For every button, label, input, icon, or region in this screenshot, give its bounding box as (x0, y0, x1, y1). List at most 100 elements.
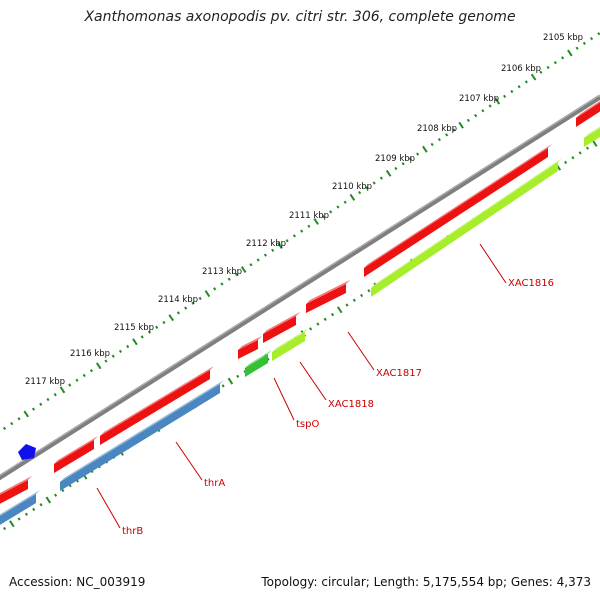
gene-XAC1816[interactable] (364, 144, 552, 277)
tick-label: 2114 kbp (158, 295, 198, 305)
scale-tick (104, 359, 108, 363)
accession-text: Accession: NC_003919 (9, 575, 146, 589)
scale-tick (503, 94, 507, 98)
scale-tick (3, 526, 7, 531)
scale-tick (54, 493, 58, 497)
scale-tick (292, 234, 296, 238)
leader-line (299, 361, 327, 401)
scale-tick (59, 386, 66, 394)
scale-tick (263, 253, 267, 257)
scale-tick (236, 374, 240, 378)
scale-tick (349, 193, 356, 201)
scale-tick (162, 320, 166, 325)
gene-label[interactable]: XAC1817 (376, 368, 422, 379)
cds-thrA[interactable] (60, 380, 224, 491)
scale-tick (530, 73, 537, 81)
scale-tick (227, 377, 234, 385)
scale-ring (2, 32, 600, 431)
cds-right-edge[interactable] (584, 118, 600, 147)
scale-tick (590, 36, 594, 41)
scale-tick (313, 217, 319, 225)
scale-tick (329, 210, 333, 214)
scale-tick (585, 146, 590, 150)
gene-label[interactable]: thrA (204, 478, 225, 489)
scale-tick (360, 293, 364, 298)
gene-thrB[interactable] (54, 436, 98, 473)
gene-label[interactable]: XAC1816 (508, 278, 554, 289)
scale-tick (343, 200, 347, 204)
scale-tick (488, 104, 492, 108)
scale-tick (61, 488, 65, 493)
scale-tick (546, 65, 550, 70)
scale-tick (271, 248, 275, 252)
gene-XAC1817[interactable] (306, 280, 350, 313)
gene-tspO[interactable] (238, 336, 262, 359)
scale-tick (481, 109, 485, 113)
tick-label: 2117 kbp (25, 377, 65, 387)
scale-tick (458, 121, 464, 129)
scale-tick (592, 139, 598, 147)
scale-tick (68, 383, 72, 387)
tick-label: 2109 kbp (375, 154, 415, 164)
scale-tick (494, 97, 501, 105)
scale-tick (234, 272, 238, 277)
scale-tick (561, 56, 565, 60)
marker-icon[interactable] (18, 444, 36, 460)
scale-tick (39, 503, 43, 507)
scale-tick (352, 298, 356, 302)
scale-tick (578, 151, 582, 155)
scale-tick (365, 186, 369, 190)
cds-XAC1816[interactable] (371, 158, 562, 297)
scale-tick (597, 32, 600, 36)
tick-label: 2112 kbp (246, 239, 286, 249)
scale-tick (372, 181, 376, 185)
leader-line (479, 243, 507, 284)
scale-tick (46, 397, 50, 402)
scale-tick (358, 190, 362, 195)
leader-line (347, 331, 375, 371)
scale-tick (32, 507, 36, 512)
gene-thrA[interactable] (100, 366, 214, 445)
scale-tick (330, 312, 335, 317)
scale-tick (437, 138, 441, 142)
cds-tspO[interactable] (245, 350, 272, 377)
scale-tick (510, 89, 514, 94)
scale-tick (240, 266, 247, 274)
scale-tick (204, 290, 211, 298)
gene-label[interactable]: XAC1818 (328, 399, 374, 410)
cds-thrB[interactable] (0, 490, 40, 531)
scale-tick (336, 306, 343, 314)
scale-tick (379, 176, 383, 180)
genome-backbone (0, 94, 600, 481)
scale-tick (95, 362, 102, 370)
scale-tick (567, 49, 573, 57)
tick-labels: 2105 kbp 2106 kbp 2107 kbp 2108 kbp 2109 kbp… (25, 33, 583, 387)
scale-tick (430, 142, 434, 147)
cds-XAC1818[interactable] (272, 328, 309, 361)
scale-tick (147, 330, 152, 334)
tick-label: 2116 kbp (70, 349, 110, 359)
leader-line (175, 441, 203, 481)
scale-tick (474, 113, 478, 118)
scale-tick (132, 338, 138, 346)
gene-XAC1818[interactable] (263, 312, 300, 343)
scale-tick (2, 426, 7, 431)
scale-tick (524, 80, 528, 84)
scale-tick (155, 325, 159, 329)
tick-label: 2113 kbp (202, 267, 242, 277)
scale-tick (394, 166, 398, 171)
scale-tick (564, 160, 568, 165)
tick-label: 2108 kbp (417, 124, 457, 134)
scale-tick (39, 402, 43, 406)
gene-label[interactable]: tspO (296, 419, 319, 430)
scale-tick (184, 306, 188, 310)
scale-tick (309, 327, 313, 331)
gene-red-right-edge[interactable] (576, 92, 600, 127)
gene-label[interactable]: thrB (122, 526, 143, 537)
scale-tick (227, 277, 231, 281)
scale-tick (10, 421, 14, 426)
gene-left-edge[interactable] (0, 476, 32, 509)
scale-tick (53, 393, 57, 397)
scale-tick (191, 301, 195, 305)
